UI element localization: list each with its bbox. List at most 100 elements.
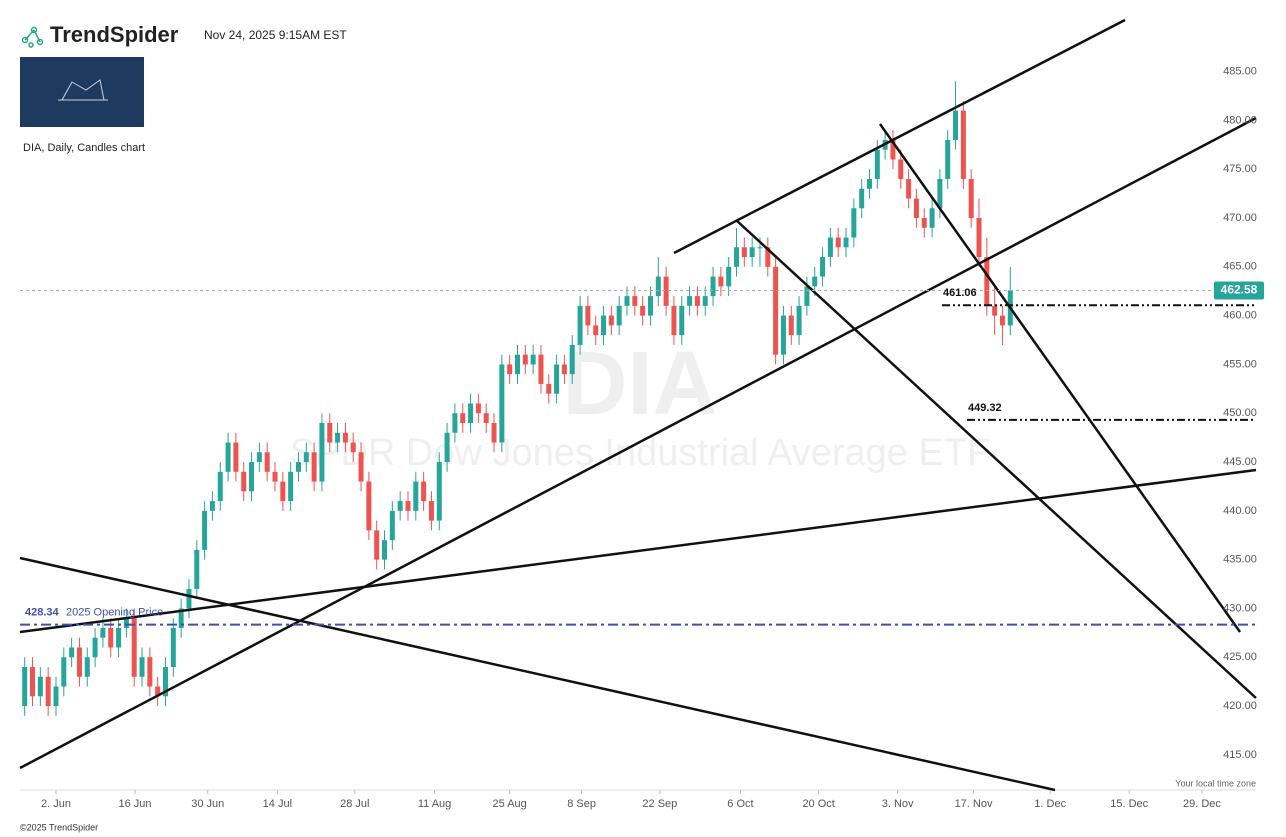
trendline <box>735 219 1257 699</box>
candle-body <box>108 627 114 648</box>
candle-body <box>45 676 51 707</box>
candle-body <box>796 305 802 336</box>
candle-body <box>256 452 262 463</box>
candle-body <box>749 247 755 258</box>
candle-body <box>757 247 763 249</box>
candle-body <box>577 305 583 345</box>
trendline <box>673 18 1126 255</box>
candle-body <box>350 442 356 453</box>
candle-body <box>984 257 990 306</box>
candle-body <box>37 676 43 697</box>
candle-body <box>178 608 184 628</box>
candle-body <box>694 296 700 306</box>
candle-body <box>937 178 943 209</box>
candle-body <box>483 413 489 423</box>
y-tick-label: 475.00 <box>1223 163 1257 175</box>
candle-body <box>514 354 520 375</box>
candle-body <box>327 422 333 443</box>
candle-body <box>616 305 622 326</box>
candle-body <box>874 149 880 179</box>
candle-body <box>530 354 536 365</box>
x-tick-label: 20 Oct <box>802 798 834 810</box>
candle-body <box>843 237 849 248</box>
candle-body <box>640 305 646 316</box>
y-tick-label: 470.00 <box>1223 212 1257 224</box>
candle-body <box>335 432 341 443</box>
candle-body <box>687 296 693 306</box>
candle-body <box>679 305 685 336</box>
candle-body <box>820 257 826 277</box>
candle-body <box>999 315 1005 326</box>
candle-body <box>960 110 966 179</box>
candle-body <box>421 481 427 502</box>
candle-body <box>702 296 708 306</box>
candle-body <box>812 276 818 287</box>
candle-body <box>921 218 927 228</box>
candle-body <box>835 237 841 248</box>
trendline <box>19 556 1056 792</box>
candle-body <box>608 315 614 326</box>
y-tick-label: 420.00 <box>1223 700 1257 712</box>
candle-body <box>671 305 677 336</box>
candle-body <box>585 305 591 326</box>
candle-body <box>976 218 982 258</box>
x-tick-label: 6 Oct <box>727 798 753 810</box>
x-tick-label: 25 Aug <box>493 798 527 810</box>
candle-body <box>397 501 403 511</box>
candle-body <box>906 178 912 199</box>
candle-body <box>249 462 255 492</box>
y-tick-label: 425.00 <box>1223 651 1257 663</box>
candle-body <box>194 549 200 589</box>
candle-body <box>131 618 137 677</box>
x-tick-label: 3. Nov <box>882 798 914 810</box>
candles <box>22 81 1013 716</box>
y-tick-label: 430.00 <box>1223 602 1257 614</box>
x-tick-label: 16 Jun <box>118 798 151 810</box>
candle-body <box>859 188 865 209</box>
candle-body <box>116 627 122 648</box>
candle-body <box>84 657 90 677</box>
candle-body <box>601 315 607 336</box>
candle-body <box>139 657 145 677</box>
candle-body <box>295 462 301 472</box>
candle-body <box>468 403 474 423</box>
candle-body <box>913 198 919 219</box>
candle-body <box>945 139 951 179</box>
candle-body <box>100 627 106 638</box>
candle-body <box>382 540 388 560</box>
candle-body <box>61 657 67 687</box>
candle-body <box>147 657 153 687</box>
candle-body <box>593 325 599 336</box>
candle-body <box>569 344 575 375</box>
thumbnail-icon <box>61 79 105 101</box>
candle-body <box>499 364 505 443</box>
candle-body <box>898 159 904 179</box>
candle-body <box>655 276 661 297</box>
candle-body <box>561 364 567 375</box>
y-tick-label: 450.00 <box>1223 407 1257 419</box>
candle-body <box>765 247 771 267</box>
candle-body <box>233 442 239 472</box>
candle-body <box>76 647 82 677</box>
x-tick-label: 1. Dec <box>1034 798 1066 810</box>
trendline <box>19 468 1257 634</box>
candle-body <box>734 247 740 267</box>
x-tick-label: 28 Jul <box>340 798 369 810</box>
candle-body <box>342 432 348 443</box>
candle-body <box>851 208 857 238</box>
trendline <box>19 116 1257 770</box>
candle-body <box>436 462 442 521</box>
x-tick-label: 22 Sep <box>642 798 677 810</box>
candle-body <box>303 452 309 463</box>
candle-body <box>444 432 450 463</box>
candle-body <box>718 276 724 287</box>
candle-body <box>272 471 278 482</box>
candle-body <box>507 364 513 375</box>
candle-body <box>710 276 716 297</box>
candle-body <box>241 471 247 492</box>
last-price-tag <box>1214 281 1264 300</box>
level-label: 461.06 <box>943 287 977 299</box>
candle-body <box>319 422 325 482</box>
y-tick-label: 440.00 <box>1223 505 1257 517</box>
